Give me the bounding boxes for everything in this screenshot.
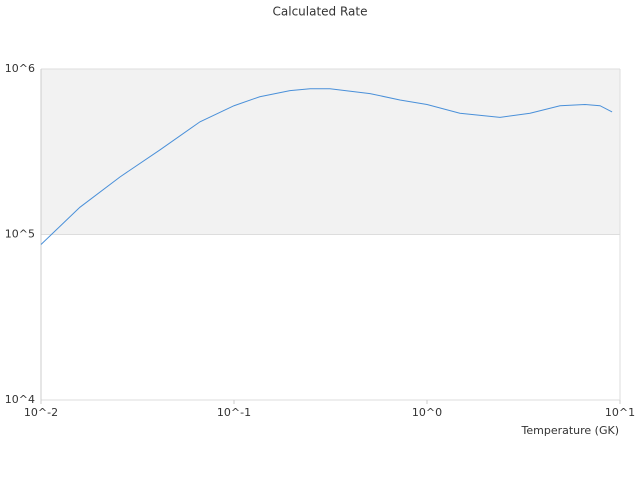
data-line (40, 88, 613, 245)
chart-title: Calculated Rate (273, 5, 368, 19)
y-tick-label: 10^6 (5, 62, 35, 75)
x-tick-label: 10^1 (605, 406, 635, 419)
x-axis-label: Temperature (GK) (521, 424, 620, 437)
y-tick-label: 10^5 (5, 228, 35, 241)
x-tick-label: 10^-2 (24, 406, 58, 419)
grid-band (41, 69, 620, 235)
x-tick-label: 10^0 (412, 406, 442, 419)
y-tick-label: 10^4 (5, 393, 35, 406)
x-tick-label: 10^-1 (217, 406, 251, 419)
